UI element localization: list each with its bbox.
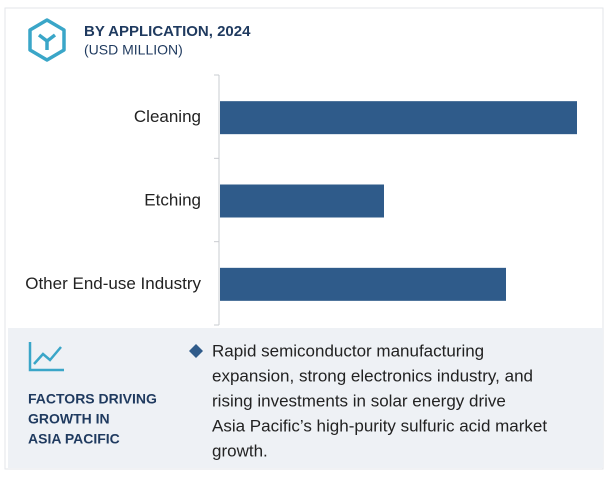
- footer-heading: GROWTH IN: [28, 411, 110, 427]
- chart-subtitle: (USD MILLION): [84, 42, 183, 58]
- footer-panel: [8, 328, 603, 468]
- category-label: Cleaning: [134, 107, 201, 126]
- footer-heading: FACTORS DRIVING: [28, 391, 157, 407]
- footer-text: Asia Pacific’s high-purity sulfuric acid…: [212, 416, 547, 435]
- footer-text: expansion, strong electronics industry, …: [212, 366, 533, 385]
- chart-title: BY APPLICATION, 2024: [84, 23, 251, 40]
- footer-text: rising investments in solar energy drive: [212, 391, 506, 410]
- bullet: [189, 344, 203, 358]
- category-label: Etching: [144, 190, 201, 209]
- trend-icon: [28, 342, 64, 372]
- bar: [220, 267, 506, 301]
- footer-text: Rapid semiconductor manufacturing: [212, 341, 484, 360]
- logo-icon: [28, 18, 66, 62]
- footer-text: growth.: [212, 441, 268, 460]
- bar: [220, 101, 577, 135]
- bar: [220, 184, 384, 218]
- category-label: Other End-use Industry: [25, 274, 201, 293]
- footer-heading: ASIA PACIFIC: [28, 431, 120, 447]
